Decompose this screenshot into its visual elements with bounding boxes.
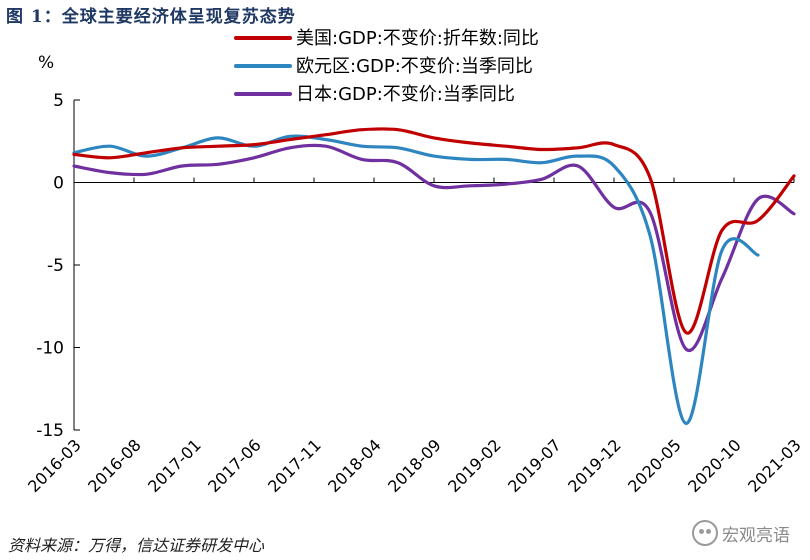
x-tick-label: 2017-01 — [144, 435, 205, 496]
x-tick-label: 2019-12 — [564, 435, 625, 496]
x-tick-label: 2019-07 — [504, 435, 565, 496]
series-line-1 — [72, 127, 796, 335]
source-note: 资料来源：万得，信达证券研发中心 — [8, 536, 265, 555]
x-tick-label: 2020-10 — [684, 435, 745, 496]
x-tick-label: 2017-11 — [264, 435, 325, 496]
y-unit-label: % — [38, 53, 54, 73]
x-tick-label: 2017-06 — [204, 435, 265, 496]
y-tick-label: -15 — [36, 421, 64, 441]
x-tick-label: 2016-08 — [84, 435, 145, 496]
y-tick-label: -5 — [47, 256, 64, 276]
x-tick-label: 2018-04 — [324, 435, 385, 496]
wechat-icon — [692, 520, 718, 546]
y-tick-label: 0 — [53, 174, 64, 194]
series-line-3 — [72, 143, 796, 353]
x-tick-label: 2020-05 — [624, 435, 685, 496]
series-line-2 — [72, 134, 760, 426]
x-tick-label: 2018-09 — [384, 435, 445, 496]
x-tick-label: 2019-02 — [444, 435, 505, 496]
figure-title: 图 1：全球主要经济体呈现复苏态势 — [6, 7, 296, 27]
legend-label-3: 日本:GDP:不变价:当季同比 — [296, 84, 515, 105]
chart-series — [72, 127, 796, 426]
watermark-label: 宏观亮语 — [722, 525, 790, 546]
watermark: 宏观亮语 — [692, 520, 790, 546]
y-tick-label: 5 — [53, 91, 64, 111]
x-tick-label: 2016-03 — [24, 435, 85, 496]
chart-legend: 美国:GDP:不变价:折年数:同比欧元区:GDP:不变价:当季同比日本:GDP:… — [234, 28, 539, 105]
legend-label-1: 美国:GDP:不变价:折年数:同比 — [296, 28, 539, 49]
legend-label-2: 欧元区:GDP:不变价:当季同比 — [296, 56, 533, 77]
y-tick-label: -10 — [36, 339, 64, 359]
x-tick-label: 2021-03 — [744, 435, 805, 496]
